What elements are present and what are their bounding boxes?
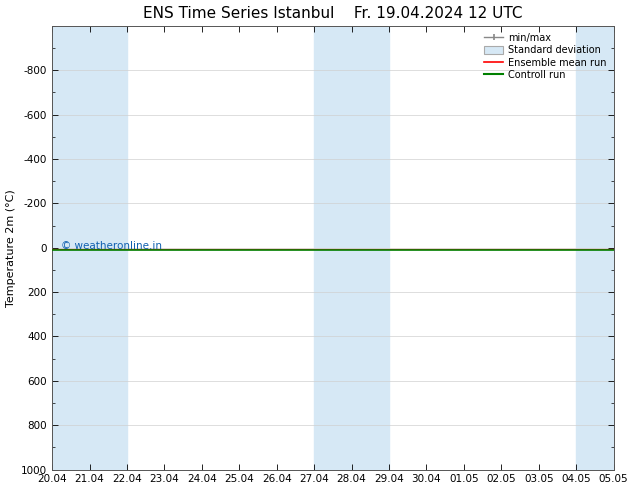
Bar <box>314 26 389 469</box>
Bar <box>576 26 614 469</box>
Text: © weatheronline.in: © weatheronline.in <box>60 241 162 250</box>
Bar <box>52 26 127 469</box>
Title: ENS Time Series Istanbul    Fr. 19.04.2024 12 UTC: ENS Time Series Istanbul Fr. 19.04.2024 … <box>143 5 522 21</box>
Legend: min/max, Standard deviation, Ensemble mean run, Controll run: min/max, Standard deviation, Ensemble me… <box>482 31 609 82</box>
Y-axis label: Temperature 2m (°C): Temperature 2m (°C) <box>6 189 16 307</box>
